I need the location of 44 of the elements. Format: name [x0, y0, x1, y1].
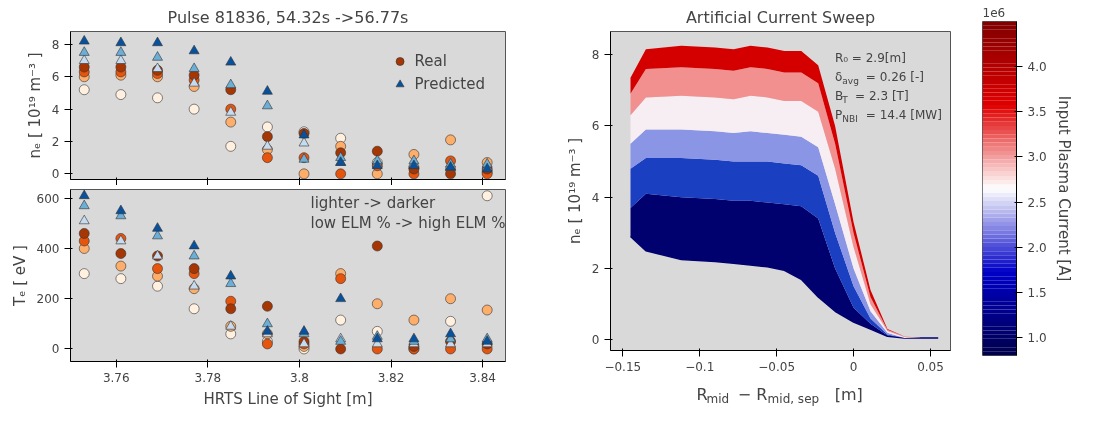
- chart-title: Pulse 81836, 54.32s ->56.77s: [167, 7, 409, 27]
- y-tick-label: 2: [591, 262, 600, 277]
- text: 1e6: [982, 5, 1006, 20]
- y-tick-label: 6: [51, 70, 60, 85]
- y-tick-label: 8: [51, 37, 60, 52]
- y-tick-label: 0: [51, 342, 60, 357]
- y-tick-label: 4: [591, 190, 600, 205]
- y-tick-label: 6: [591, 119, 600, 134]
- x-tick-label: 3.8: [289, 370, 309, 385]
- y-tick-label: 0: [591, 333, 600, 348]
- color-bar-label: 1.0: [1027, 330, 1047, 345]
- y-tick-label: 200: [36, 292, 60, 307]
- y-axis-title: Tₑ [ eV ]: [10, 245, 29, 307]
- annotation: R₀ = 2.9[m]: [834, 50, 906, 65]
- y-axis-title: nₑ [ 10¹⁹ m⁻³ ]: [565, 137, 584, 245]
- color-bar-label: 3.5: [1027, 105, 1047, 120]
- annotation: lighter -> darker: [310, 193, 436, 212]
- legend-label: Predicted: [414, 75, 485, 93]
- y-tick-label: 400: [36, 242, 60, 257]
- annotation: low ELM % -> high ELM %: [310, 213, 506, 232]
- x-tick-label: 3.82: [377, 370, 405, 385]
- color-bar-label: 2.5: [1027, 195, 1047, 210]
- y-tick-label: 0: [51, 167, 60, 182]
- y-tick-label: 2: [51, 134, 60, 149]
- x-tick-label: −0.05: [758, 359, 796, 374]
- legend-label: Real: [414, 52, 447, 70]
- color-bar-label: 2.0: [1027, 240, 1047, 255]
- color-bar-label: 1.5: [1027, 285, 1047, 300]
- x-tick-label: 3.78: [194, 370, 222, 385]
- x-tick-label: 0: [849, 359, 858, 374]
- x-axis-title: HRTS Line of Sight [m]: [203, 389, 373, 408]
- y-axis-title: nₑ [ 10¹⁹ m⁻³ ]: [25, 52, 44, 159]
- x-tick-label: 0.05: [917, 359, 944, 374]
- y-tick-label: 4: [51, 102, 60, 117]
- y-tick-label: 600: [36, 191, 60, 206]
- x-tick-label: 3.76: [102, 370, 130, 385]
- color-bar-title: Input Plasma Current [A]: [1054, 95, 1073, 282]
- chart-title: Artificial Current Sweep: [685, 7, 876, 27]
- x-tick-label: −0.1: [685, 359, 715, 374]
- x-tick-label: 3.84: [469, 370, 496, 385]
- y-tick-label: 8: [591, 48, 600, 63]
- color-bar-label: 3.0: [1027, 150, 1047, 165]
- x-tick-label: −0.15: [604, 359, 642, 374]
- color-bar-label: 4.0: [1027, 60, 1047, 75]
